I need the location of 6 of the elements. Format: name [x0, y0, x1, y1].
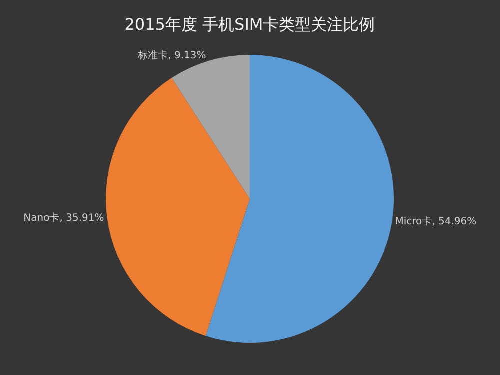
pie-slice — [106, 78, 250, 336]
chart-title: 2015年度 手机SIM卡类型关注比例 — [124, 14, 376, 34]
slice-label: Nano卡, 35.91% — [24, 212, 104, 224]
slice-label: 标准卡, 9.13% — [137, 49, 206, 62]
slice-label: Micro卡, 54.96% — [395, 215, 477, 228]
pie-slice — [206, 55, 394, 343]
